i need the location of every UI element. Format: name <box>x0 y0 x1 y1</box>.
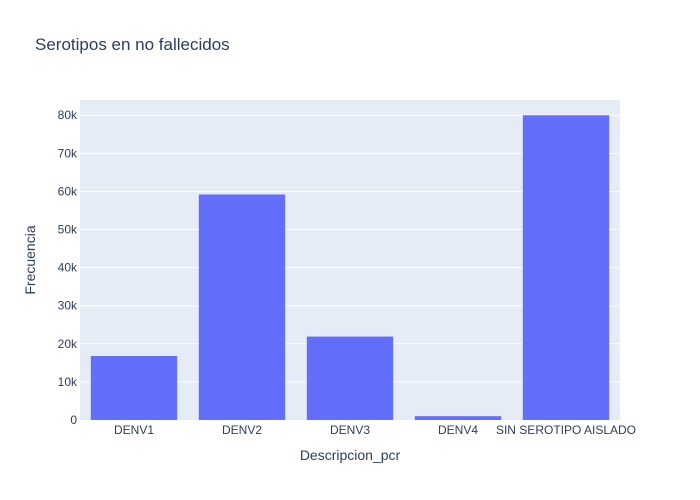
x-tick-label: DENV4 <box>438 423 478 437</box>
chart-title: Serotipos en no fallecidos <box>35 35 230 54</box>
y-axis-ticks: 0 10k 20k 30k 40k 50k 60k 70k 80k <box>58 108 78 427</box>
y-tick-label: 70k <box>58 146 78 160</box>
bar[interactable] <box>306 336 394 420</box>
bars <box>90 115 610 420</box>
y-tick-label: 20k <box>58 337 78 351</box>
bar[interactable] <box>414 416 502 420</box>
y-tick-label: 80k <box>58 108 78 122</box>
y-tick-label: 30k <box>58 299 78 313</box>
x-tick-label: DENV3 <box>330 423 370 437</box>
x-axis-title: Descripcion_pcr <box>300 447 401 463</box>
y-tick-label: 50k <box>58 223 78 237</box>
bar[interactable] <box>90 356 178 420</box>
y-tick-label: 40k <box>58 261 78 275</box>
y-tick-label: 0 <box>70 413 77 427</box>
bar[interactable] <box>522 115 610 420</box>
y-tick-label: 60k <box>58 184 78 198</box>
bar[interactable] <box>198 194 286 420</box>
y-axis-title: Frecuencia <box>22 225 38 294</box>
y-tick-label: 10k <box>58 375 78 389</box>
x-axis-ticks: DENV1 DENV2 DENV3 DENV4 SIN SEROTIPO AISLADO <box>114 423 636 437</box>
x-tick-label: DENV2 <box>222 423 262 437</box>
x-tick-label: SIN SEROTIPO AISLADO <box>496 423 636 437</box>
x-tick-label: DENV1 <box>114 423 154 437</box>
